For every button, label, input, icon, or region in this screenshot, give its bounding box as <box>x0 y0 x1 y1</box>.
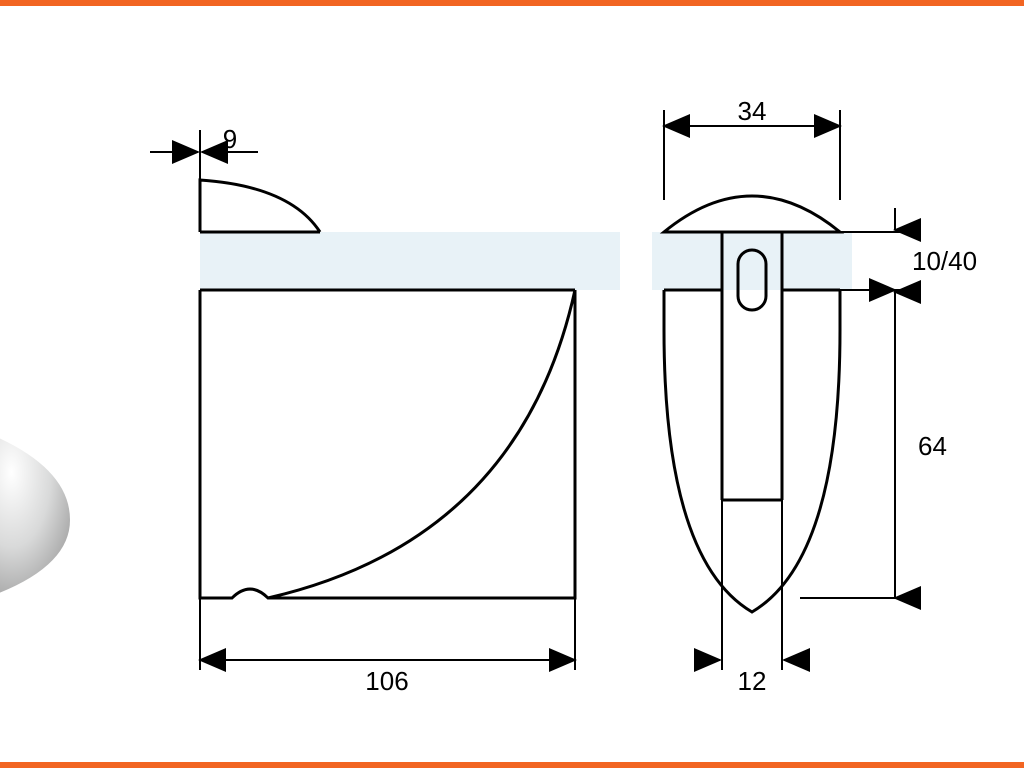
product-photo-crop <box>0 430 70 600</box>
dim-12-label: 12 <box>738 666 767 696</box>
accent-bar-top <box>0 0 1024 6</box>
front-view <box>652 110 905 670</box>
accent-bar-bottom <box>0 762 1024 768</box>
front-view-dimensions: 34 12 10/40 64 <box>664 96 977 696</box>
dim-64-label: 64 <box>918 431 947 461</box>
dim-34-label: 34 <box>738 96 767 126</box>
dim-9-label: 9 <box>223 124 237 154</box>
dim-106-label: 106 <box>365 666 408 696</box>
technical-drawing: 9 106 <box>0 0 1024 768</box>
side-view <box>200 130 620 670</box>
dim-gap-label: 10/40 <box>912 246 977 276</box>
side-view-dimensions: 9 106 <box>150 124 575 696</box>
